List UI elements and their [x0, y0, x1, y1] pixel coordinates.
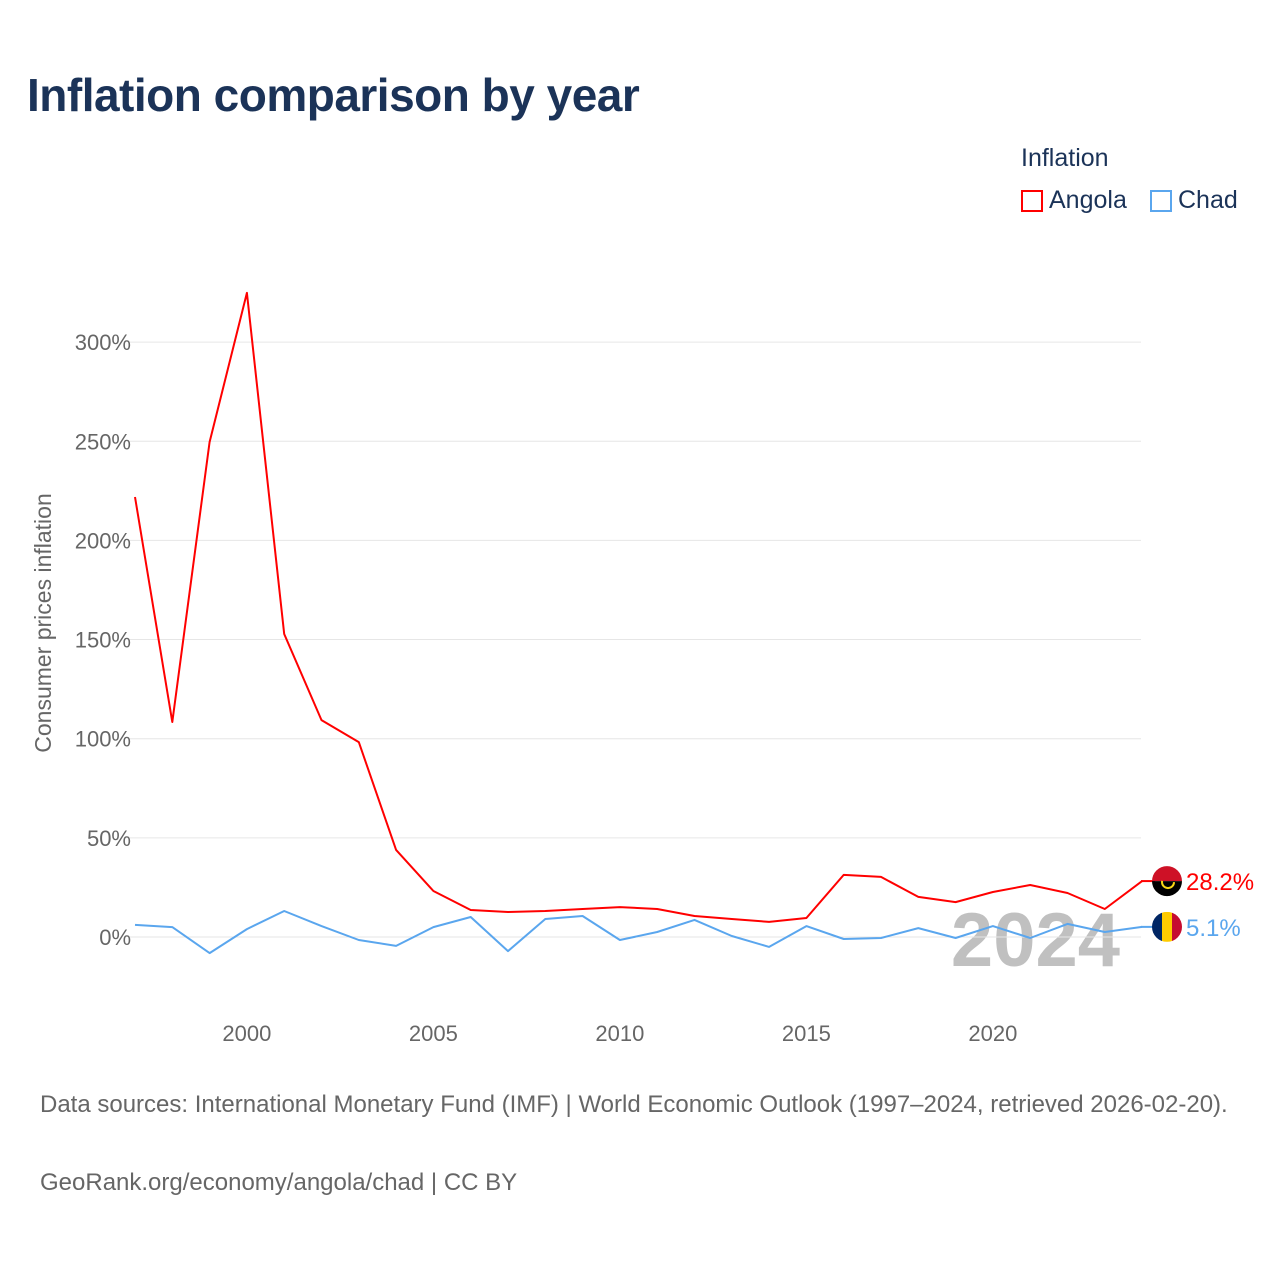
data-sources: Data sources: International Monetary Fun… [40, 1091, 1228, 1118]
end-value-label: 28.2% [1186, 869, 1254, 896]
x-tick-label: 2015 [782, 1021, 831, 1046]
y-tick-label: 150% [75, 628, 131, 653]
x-tick-label: 2005 [409, 1021, 458, 1046]
legend-title: Inflation [1021, 144, 1109, 172]
end-value-label: 5.1% [1186, 915, 1241, 942]
flag-red [1172, 911, 1182, 942]
x-tick-label: 2010 [595, 1021, 644, 1046]
line-chart: 2024 0% 50% 100% 150% 200% 250% 300% 2000 2005 20… [30, 291, 1254, 1046]
chart-title: Inflation comparison by year [27, 69, 640, 121]
legend-item-chad[interactable]: Chad [1150, 186, 1238, 215]
x-tick-label: 2020 [968, 1021, 1017, 1046]
y-axis-label: Consumer prices inflation [30, 493, 56, 753]
chad-flag-icon [1152, 911, 1182, 942]
y-tick-label: 250% [75, 429, 131, 454]
flag-red [1152, 866, 1182, 882]
series-line-chad [134, 910, 1143, 955]
flag-yellow [1162, 911, 1172, 942]
credit-link[interactable]: GeoRank.org/economy/angola/chad | CC BY [40, 1169, 518, 1196]
y-tick-label: 50% [87, 826, 131, 851]
flag-blue [1152, 911, 1162, 942]
legend-label: Angola [1049, 186, 1127, 214]
legend-item-angola[interactable]: Angola [1021, 186, 1127, 215]
angola-flag-icon [1152, 866, 1182, 897]
year-watermark: 2024 [951, 898, 1120, 983]
legend-swatch-angola [1021, 189, 1043, 212]
y-tick-label: 200% [75, 528, 131, 553]
series-line-angola [134, 291, 1143, 923]
y-tick-label: 100% [75, 727, 131, 752]
flag-emblem [1161, 875, 1175, 890]
x-tick-label: 2000 [222, 1021, 271, 1046]
legend-swatch-chad [1150, 189, 1172, 212]
legend-label: Chad [1178, 186, 1238, 214]
y-tick-label: 0% [99, 925, 131, 950]
y-tick-label: 300% [75, 330, 131, 355]
